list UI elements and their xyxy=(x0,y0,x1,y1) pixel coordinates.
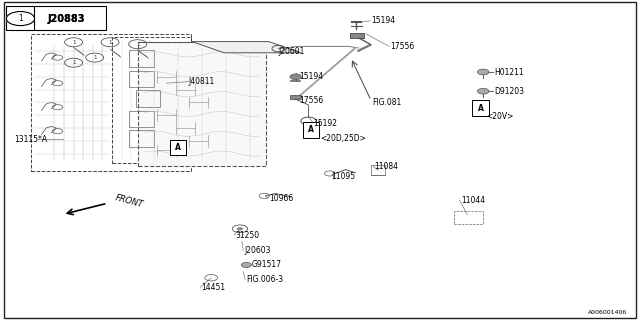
Bar xyxy=(129,130,154,147)
Text: J20883: J20883 xyxy=(48,13,86,24)
Text: A: A xyxy=(477,104,484,113)
Text: J20883: J20883 xyxy=(48,13,86,24)
Text: 14451: 14451 xyxy=(202,283,226,292)
Text: A: A xyxy=(175,143,181,152)
Text: 1: 1 xyxy=(93,55,97,60)
Bar xyxy=(170,140,186,155)
Text: FIG.006-3: FIG.006-3 xyxy=(246,275,284,284)
Text: 17556: 17556 xyxy=(390,42,415,51)
Text: 13115*A: 13115*A xyxy=(14,135,47,144)
Text: J20601: J20601 xyxy=(278,47,305,56)
Bar xyxy=(6,6,106,30)
Circle shape xyxy=(237,227,243,230)
Circle shape xyxy=(6,12,35,26)
Bar xyxy=(129,111,154,127)
Circle shape xyxy=(477,69,489,75)
Text: <20V>: <20V> xyxy=(486,112,514,121)
Text: FRONT: FRONT xyxy=(114,193,144,209)
Text: D91203: D91203 xyxy=(495,87,525,96)
Text: A006001406: A006001406 xyxy=(588,310,627,316)
Circle shape xyxy=(241,262,252,268)
Bar xyxy=(129,50,154,67)
Text: 1: 1 xyxy=(72,60,76,65)
Text: 15194: 15194 xyxy=(371,16,396,25)
Text: 11084: 11084 xyxy=(374,162,398,171)
Circle shape xyxy=(290,74,301,80)
Text: 10966: 10966 xyxy=(269,194,293,203)
Bar xyxy=(136,90,160,107)
Text: 15192: 15192 xyxy=(314,119,338,128)
Text: A: A xyxy=(308,125,314,134)
Bar xyxy=(138,42,266,166)
Bar xyxy=(112,37,191,163)
Polygon shape xyxy=(192,42,301,53)
Text: 15194: 15194 xyxy=(300,72,324,81)
Text: H01211: H01211 xyxy=(495,68,524,76)
Circle shape xyxy=(477,88,489,94)
Text: <20D,25D>: <20D,25D> xyxy=(320,134,366,143)
Text: J40811: J40811 xyxy=(189,77,215,86)
Bar xyxy=(350,33,364,38)
Bar xyxy=(472,100,489,116)
Text: 1: 1 xyxy=(72,40,76,45)
Bar xyxy=(290,95,301,99)
Text: 1: 1 xyxy=(136,42,140,47)
Bar xyxy=(371,165,385,175)
Text: 31250: 31250 xyxy=(236,231,260,240)
Bar xyxy=(454,211,483,224)
Text: J20603: J20603 xyxy=(244,246,271,255)
Text: 11095: 11095 xyxy=(332,172,356,180)
Bar xyxy=(31,34,191,171)
Text: 1: 1 xyxy=(108,40,112,45)
Text: 1: 1 xyxy=(18,14,23,23)
Bar xyxy=(303,122,319,138)
Text: FIG.081: FIG.081 xyxy=(372,98,402,107)
Text: 11044: 11044 xyxy=(461,196,485,204)
Bar xyxy=(129,71,154,87)
Text: 17556: 17556 xyxy=(300,96,324,105)
Text: G91517: G91517 xyxy=(252,260,282,269)
